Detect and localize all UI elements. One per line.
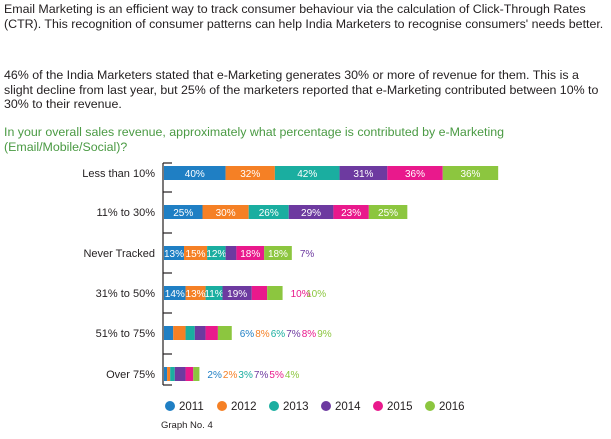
data-label: 25% <box>173 208 193 219</box>
bar-segment <box>442 166 499 180</box>
data-label: 15% <box>186 249 206 260</box>
category-label: 11% to 30% <box>96 207 155 219</box>
legend-swatch <box>321 401 331 411</box>
bar-segment <box>174 367 186 381</box>
data-label: 5% <box>269 370 284 381</box>
data-label: 36% <box>405 169 425 180</box>
data-label: 19% <box>227 289 247 300</box>
data-label: 11% <box>204 289 223 300</box>
bar-segment <box>251 286 268 300</box>
bar-segment <box>207 246 226 260</box>
data-label: 30% <box>216 208 236 219</box>
data-label: 40% <box>185 169 205 180</box>
bar-segment <box>164 367 168 381</box>
data-label: 14% <box>165 289 185 300</box>
data-label: 2% <box>207 370 222 381</box>
data-label: 18% <box>268 249 288 260</box>
bar-segment <box>267 286 283 300</box>
data-label: 3% <box>238 370 253 381</box>
bar-segment <box>202 205 249 219</box>
bar-segment <box>193 367 200 381</box>
bar-segment <box>184 246 208 260</box>
data-label: 10% <box>291 289 311 300</box>
survey-question: In your overall sales revenue, approxima… <box>4 125 505 154</box>
data-label: 12% <box>206 249 226 260</box>
data-label: 9% <box>317 329 332 340</box>
legend-label: 2015 <box>387 401 413 413</box>
data-label: 7% <box>300 249 315 260</box>
data-label: 31% <box>353 169 373 180</box>
legend-label: 2011 <box>179 401 204 413</box>
bar-segment <box>205 326 218 340</box>
data-label: 42% <box>297 169 317 180</box>
graph-caption: Graph No. 4 <box>161 420 213 431</box>
category-label: Over 75% <box>106 369 155 381</box>
bar-segment <box>164 166 226 180</box>
legend-swatch <box>269 401 279 411</box>
bar-segment <box>170 367 175 381</box>
bar-segment <box>217 326 232 340</box>
bar-segment <box>387 166 443 180</box>
data-label: 26% <box>259 208 279 219</box>
category-label: 31% to 50% <box>96 288 156 300</box>
bar-segment <box>368 205 408 219</box>
bar-segment <box>164 246 185 260</box>
bar-segment <box>288 205 334 219</box>
intro-paragraph-1: Email Marketing is an efficient way to t… <box>4 2 604 31</box>
bar-segment <box>167 367 171 381</box>
data-label: 25% <box>378 208 398 219</box>
legend-swatch <box>425 401 435 411</box>
bar-segment <box>274 166 340 180</box>
bar-segment <box>236 246 265 260</box>
legend-swatch <box>165 401 175 411</box>
legend-label: 2014 <box>335 401 361 413</box>
legend-label: 2013 <box>283 401 309 413</box>
bar-segment <box>173 326 186 340</box>
data-label: 4% <box>285 370 300 381</box>
bar-segment <box>205 286 223 300</box>
bar-segment <box>222 286 252 300</box>
data-label: 13% <box>186 289 206 300</box>
bar-segment <box>164 326 174 340</box>
bar-segment <box>225 166 275 180</box>
legend-label: 2012 <box>231 401 257 413</box>
category-label: Less than 10% <box>82 168 155 180</box>
data-label: 10% <box>306 289 326 300</box>
data-label: 13% <box>164 249 184 260</box>
bar-segment <box>264 246 292 260</box>
category-label: 51% to 75% <box>96 328 156 340</box>
data-label: 2% <box>223 370 238 381</box>
bar-segment <box>164 286 186 300</box>
data-label: 29% <box>301 208 321 219</box>
bar-segment <box>333 205 369 219</box>
bar-segment <box>185 367 194 381</box>
data-label: 23% <box>341 208 361 219</box>
data-label: 7% <box>254 370 269 381</box>
legend-label: 2016 <box>439 401 465 413</box>
bar-segment <box>248 205 289 219</box>
data-label: 32% <box>240 169 260 180</box>
bar-segment <box>339 166 388 180</box>
legend-swatch <box>217 401 227 411</box>
data-label: 7% <box>286 329 301 340</box>
bar-segment <box>185 286 206 300</box>
data-label: 18% <box>240 249 260 260</box>
data-label: 8% <box>302 329 317 340</box>
data-label: 6% <box>271 329 286 340</box>
data-label: 8% <box>255 329 270 340</box>
legend-swatch <box>373 401 383 411</box>
bar-segment <box>225 246 237 260</box>
data-label: 6% <box>240 329 255 340</box>
bar-segment <box>185 326 195 340</box>
category-label: Never Tracked <box>83 248 155 260</box>
data-label: 36% <box>460 169 480 180</box>
intro-paragraph-2: 46% of the India Marketers stated that e… <box>4 68 599 112</box>
bar-segment <box>164 205 203 219</box>
bar-segment <box>194 326 206 340</box>
